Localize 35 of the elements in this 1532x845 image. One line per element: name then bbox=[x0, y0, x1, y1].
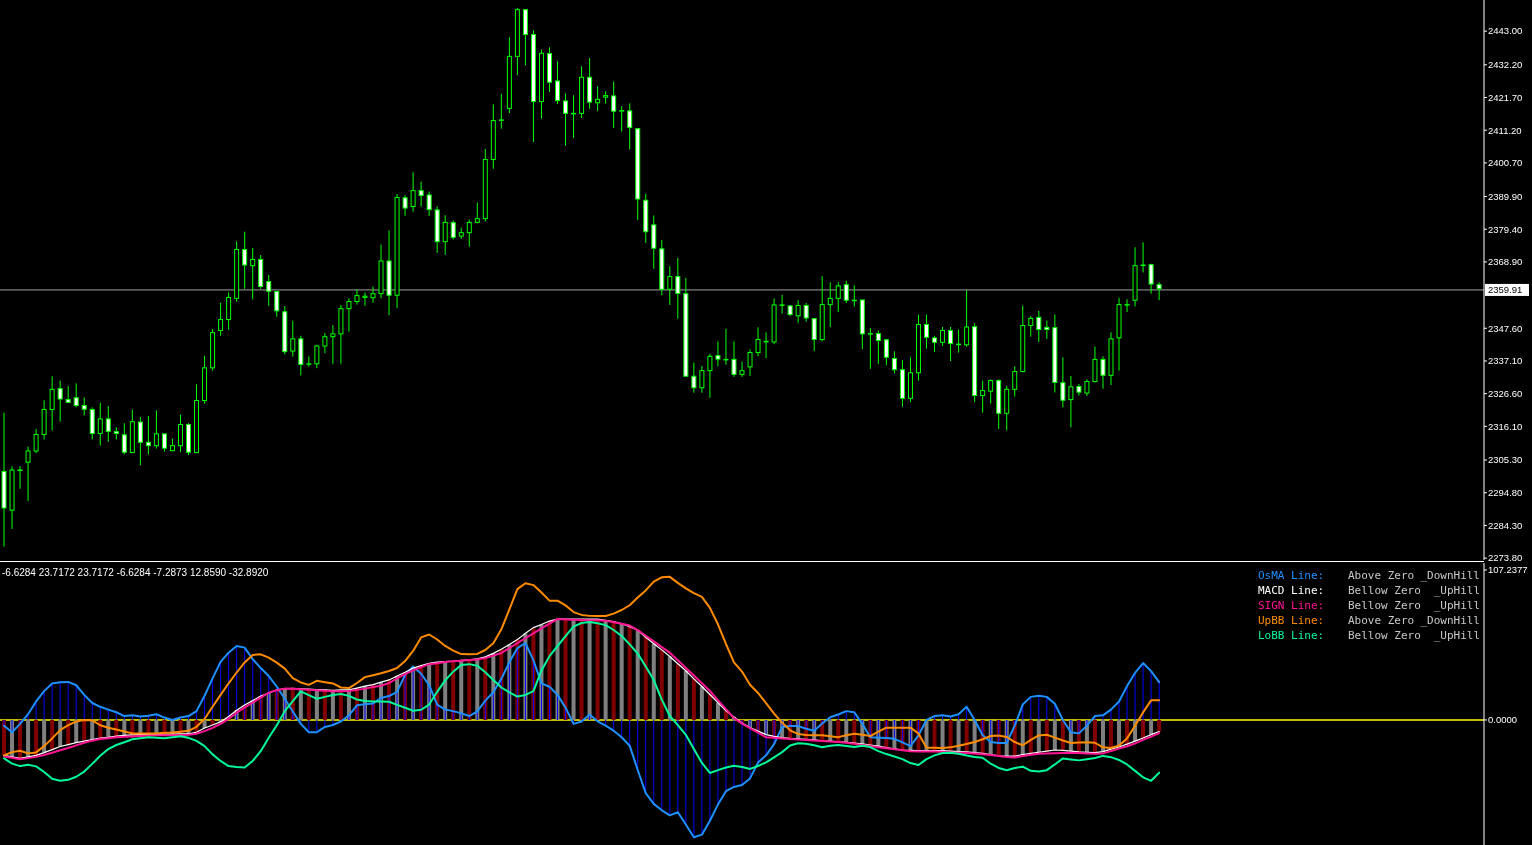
y-tick-label: 0.0000 bbox=[1488, 714, 1518, 726]
annotation: _DownHill bbox=[1420, 569, 1480, 582]
y-tick-label: 2273.80 bbox=[1488, 552, 1523, 564]
y-tick-label: 2432.20 bbox=[1488, 59, 1523, 71]
annotation: _UpHill bbox=[1433, 629, 1480, 642]
y-tick-label: 2443.00 bbox=[1488, 25, 1523, 37]
ref-line-label: 2359.91 bbox=[1488, 284, 1523, 296]
annotation: Bellow Zero bbox=[1348, 629, 1421, 642]
text: OsMA Line: bbox=[1258, 569, 1325, 582]
y-tick-label: 2294.80 bbox=[1488, 487, 1523, 499]
text: UpBB Line: bbox=[1258, 614, 1325, 627]
text: SIGN Line: bbox=[1258, 599, 1325, 612]
y-tick-label: 107.2377 bbox=[1488, 564, 1528, 576]
y-tick-label: 2400.70 bbox=[1488, 157, 1523, 169]
text: MACD Line: bbox=[1258, 584, 1325, 597]
y-tick-label: 2368.90 bbox=[1488, 256, 1523, 268]
annotation: Above Zero bbox=[1348, 614, 1415, 627]
annotation: _UpHill bbox=[1433, 584, 1480, 597]
annotation: Bellow Zero bbox=[1348, 584, 1421, 597]
y-tick-label: 2305.30 bbox=[1488, 454, 1523, 466]
text: LoBB Line: bbox=[1258, 629, 1325, 642]
annotation: Bellow Zero bbox=[1348, 599, 1421, 612]
y-tick-label: 2421.70 bbox=[1488, 91, 1523, 103]
annotation: _DownHill bbox=[1420, 614, 1480, 627]
y-tick-label: 2316.10 bbox=[1488, 420, 1523, 432]
annotation: _UpHill bbox=[1433, 599, 1480, 612]
y-tick-label: 2389.90 bbox=[1488, 190, 1523, 202]
annotation: Above Zero bbox=[1348, 569, 1415, 582]
y-tick-label: 2284.30 bbox=[1488, 519, 1523, 531]
y-tick-label: 2326.60 bbox=[1488, 388, 1523, 400]
y-tick-label: 2379.40 bbox=[1488, 223, 1523, 235]
y-tick-label: 2411.20 bbox=[1488, 124, 1522, 136]
y-tick-label: 2347.60 bbox=[1488, 322, 1523, 334]
y-tick-label: 2337.10 bbox=[1488, 355, 1523, 367]
annotation: -6.6284 23.7172 23.7172 -6.6284 -7.2873 12.8590 -32.8920 bbox=[2, 567, 269, 578]
